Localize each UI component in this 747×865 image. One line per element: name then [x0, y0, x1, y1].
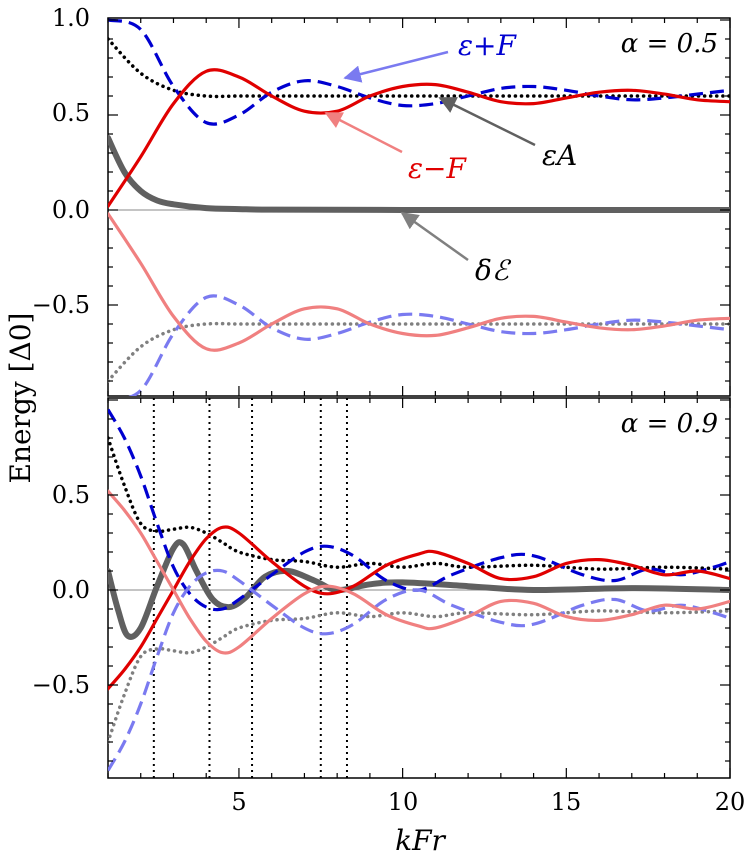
series-line — [108, 134, 730, 214]
y-tick-label: 0.5 — [52, 481, 90, 509]
annotation-eps-A: εA — [542, 139, 577, 172]
series-line — [108, 321, 730, 383]
x-tick-label: 15 — [551, 788, 582, 816]
series-line — [108, 489, 730, 655]
top-series-group — [108, 18, 730, 396]
annotation-arrow-delta-E — [400, 211, 469, 262]
series-line — [108, 18, 730, 126]
annotation-arrow-eps-plus — [343, 50, 449, 83]
series-line — [108, 436, 730, 571]
series-line — [108, 609, 730, 744]
y-tick-label: 0.0 — [52, 576, 90, 604]
annotation-eps-plus: ε+F — [458, 29, 517, 62]
series-line — [108, 212, 730, 352]
series-line — [127, 294, 730, 396]
x-tick-label: 10 — [388, 788, 419, 816]
series-line — [108, 539, 730, 640]
series-line — [108, 68, 730, 208]
annotation-arrow-eps-minus — [324, 111, 403, 154]
y-axis-label: Energy [Δ0] — [4, 313, 37, 484]
panel-label-bottom: α = 0.9 — [621, 409, 718, 439]
y-tick-label: −0.5 — [32, 291, 90, 319]
bottom-series-group — [108, 408, 730, 772]
x-axis-label: kFr — [395, 824, 446, 857]
y-tick-label: −0.5 — [32, 671, 90, 699]
tick-marks — [107, 18, 731, 778]
annotation-delta-E: δℰ — [475, 254, 512, 287]
annotation-eps-minus: ε−F — [408, 152, 467, 185]
y-tick-label: 0.0 — [52, 196, 90, 224]
x-tick-label: 5 — [231, 788, 246, 816]
series-line — [108, 568, 730, 772]
panel-label-top: α = 0.5 — [621, 29, 718, 59]
x-tick-label: 20 — [715, 788, 746, 816]
series-line — [108, 408, 730, 612]
y-tick-label: 1.0 — [52, 4, 90, 32]
y-tick-label: 0.5 — [52, 99, 90, 127]
annotation-arrow-eps-A — [438, 96, 536, 147]
